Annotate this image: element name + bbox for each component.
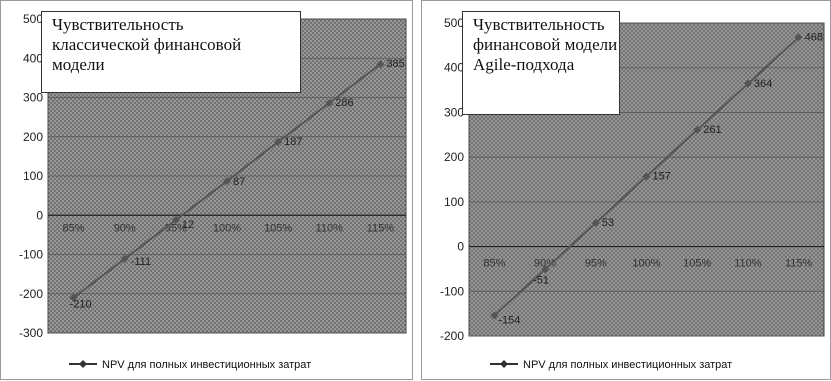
y-tick-label: 200	[444, 150, 464, 164]
y-tick-label: 0	[457, 240, 464, 254]
y-tick-label: -200	[440, 329, 464, 343]
data-label: 385	[386, 58, 404, 70]
y-tick-label: -100	[440, 284, 464, 298]
data-point-marker	[794, 33, 803, 42]
data-label: 286	[335, 97, 353, 109]
data-point-marker	[376, 60, 385, 69]
y-tick-label: 0	[36, 208, 43, 222]
data-point-marker	[541, 265, 550, 274]
x-tick-label: 105%	[264, 222, 292, 234]
y-tick-label: 100	[444, 195, 464, 209]
data-point-marker	[171, 215, 180, 224]
chart-title: Чувствительность финансовой модели Agile…	[462, 11, 620, 115]
x-tick-label: 100%	[213, 222, 241, 234]
data-label: -210	[70, 299, 92, 311]
y-tick-label: -200	[19, 287, 43, 301]
chart-title-line: модели	[52, 55, 105, 74]
data-label: 53	[602, 217, 614, 229]
data-point-marker	[693, 125, 702, 134]
data-point-marker	[223, 177, 231, 186]
x-tick-label: 85%	[63, 222, 85, 234]
data-label: -51	[533, 274, 549, 286]
y-tick-label: 100	[23, 169, 43, 183]
x-tick-label: 95%	[585, 258, 607, 270]
x-tick-label: 115%	[785, 258, 813, 270]
data-point-marker	[120, 254, 129, 263]
data-label: 261	[703, 124, 721, 136]
x-tick-label: 100%	[632, 258, 660, 270]
data-point-marker	[743, 79, 752, 88]
data-label: -111	[131, 256, 151, 268]
data-label: -154	[498, 314, 520, 326]
data-label: 187	[284, 136, 302, 148]
chart-title-line: финансовой модели	[473, 35, 618, 54]
data-label: 12	[182, 219, 194, 231]
data-point-marker	[642, 172, 651, 181]
data-label: 157	[653, 170, 671, 182]
data-point-marker	[274, 137, 283, 146]
y-tick-label: 400	[23, 51, 43, 65]
x-tick-label: 110%	[734, 258, 762, 270]
data-point-marker	[591, 218, 600, 227]
x-tick-label: 85%	[483, 258, 505, 270]
legend-label: NPV для полных инвестиционных затрат	[523, 359, 732, 371]
chart-title-line: классической финансовой	[52, 35, 242, 54]
x-tick-label: 90%	[114, 222, 136, 234]
data-label: 468	[805, 31, 823, 43]
chart-title-line: Agile-подхода	[473, 55, 575, 74]
y-tick-label: 500	[23, 12, 43, 26]
legend-marker	[79, 360, 87, 368]
data-label: 87	[233, 176, 245, 188]
legend-marker	[500, 360, 508, 368]
legend-label: NPV для полных инвестиционных затрат	[102, 359, 311, 371]
chart-agile-model: 500 400 300 200 100 0 -100 -200 85% 90% 95% 100% 105…	[421, 0, 831, 380]
x-tick-label: 115%	[367, 222, 395, 234]
data-label: 364	[754, 78, 772, 90]
data-point-marker	[490, 311, 499, 320]
y-tick-label: 200	[23, 130, 43, 144]
x-tick-label: 110%	[316, 222, 344, 234]
y-tick-label: 300	[23, 91, 43, 105]
chart-title-line: Чувствительность	[473, 15, 605, 34]
x-tick-label: 105%	[683, 258, 711, 270]
chart-classic-model: 500 400 300 200 100 0 -100 -200 -300 85% 90% 95% 100…	[0, 0, 413, 380]
chart-title-line: Чувствительность	[52, 15, 184, 34]
chart-title: Чувствительность классической финансовой…	[41, 11, 301, 93]
x-tick-label: 90%	[534, 258, 556, 270]
y-tick-label: 300	[444, 105, 464, 119]
y-tick-label: 500	[444, 16, 464, 30]
y-tick-label: -300	[19, 326, 43, 340]
data-point-marker	[325, 98, 334, 107]
y-tick-label: 400	[444, 61, 464, 75]
y-tick-label: -100	[19, 248, 43, 262]
data-point-marker	[69, 293, 78, 302]
